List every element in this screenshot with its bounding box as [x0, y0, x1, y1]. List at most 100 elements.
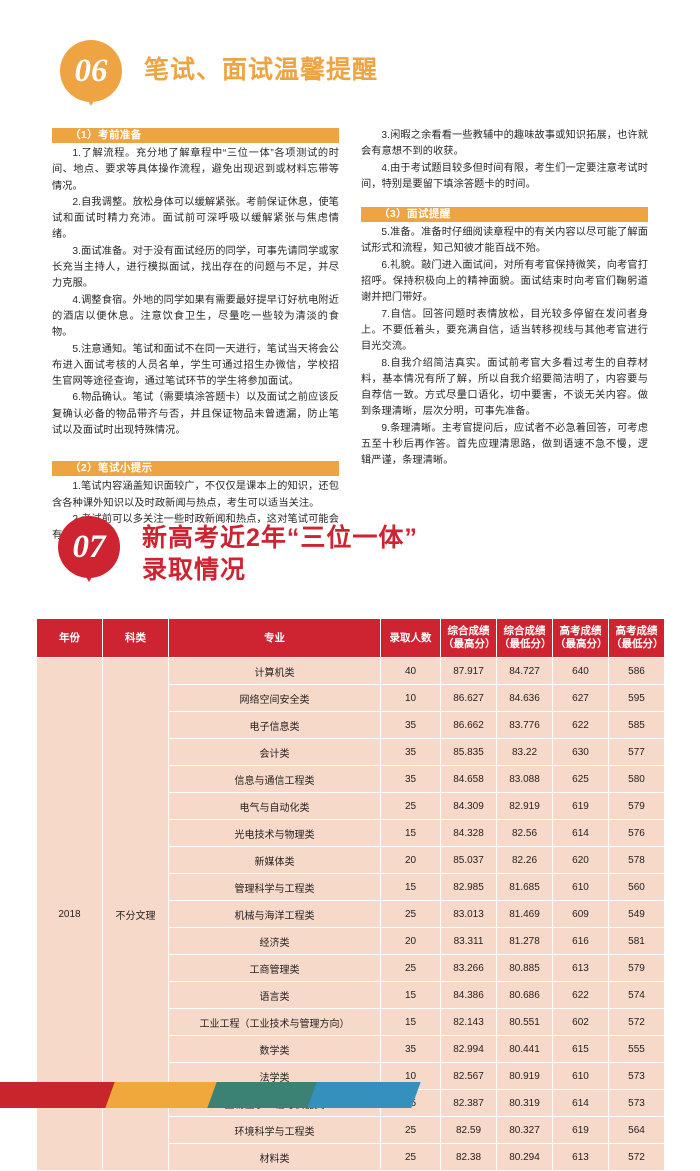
cell-composite-high: 82.143: [440, 1008, 497, 1036]
footer-stripe-red: [0, 1082, 117, 1108]
map-pin-badge-06: 06: [60, 40, 122, 106]
cell-admitted-count: 25: [380, 1116, 441, 1144]
cell-composite-high: 84.658: [440, 765, 497, 793]
cell-gaokao-low: 576: [608, 819, 665, 847]
cell-major: 环境科学与工程类: [168, 1116, 381, 1144]
table-row: 网络空间安全类 10 86.627 84.636 627 595: [37, 684, 665, 712]
cell-major: 电子信息类: [168, 711, 381, 739]
cell-admitted-count: 20: [380, 927, 441, 955]
cell-major: 管理科学与工程类: [168, 873, 381, 901]
cell-gaokao-high: 610: [552, 873, 609, 901]
cell-composite-high: 83.266: [440, 954, 497, 982]
cell-admitted-count: 35: [380, 1035, 441, 1063]
cell-composite-low: 84.727: [496, 657, 553, 685]
cell-admitted-count: 25: [380, 792, 441, 820]
cell-composite-low: 81.469: [496, 900, 553, 928]
cell-composite-low: 80.885: [496, 954, 553, 982]
table-row: 新媒体类 20 85.037 82.26 620 578: [37, 846, 665, 874]
cell-admitted-count: 35: [380, 711, 441, 739]
table-row: 2018 不分文理 计算机类 40 87.917 84.727 640 586: [36, 657, 665, 1171]
cell-composite-low: 80.686: [496, 981, 553, 1009]
cell-composite-high: 87.917: [440, 657, 497, 685]
paragraph: 3.面试准备。对于没有面试经历的同学，可事先请同学或家长充当主持人，进行模拟面试…: [52, 245, 339, 290]
cell-gaokao-low: 572: [608, 1143, 665, 1171]
spacer: [52, 439, 339, 461]
cell-admitted-count: 35: [380, 765, 441, 793]
cell-composite-low: 80.294: [496, 1143, 553, 1171]
cell-composite-high: 82.38: [440, 1143, 497, 1171]
table-row: 数学类 35 82.994 80.441 615 555: [37, 1035, 665, 1063]
section-07-header: 07 新高考近2年“三位一体” 录取情况: [58, 516, 418, 586]
cell-gaokao-high: 615: [552, 1035, 609, 1063]
table-row: 工业工程（工业技术与管理方向） 15 82.143 80.551 602 572: [37, 1008, 665, 1036]
table-column-header-2: 专业: [168, 618, 381, 658]
cell-composite-low: 83.22: [496, 738, 553, 766]
cell-gaokao-high: 616: [552, 927, 609, 955]
pin-circle-icon: [60, 40, 122, 102]
paragraph: 2.自我调整。放松身体可以缓解紧张。考前保证休息，使笔试和面试时精力充沛。面试前…: [52, 196, 339, 241]
cell-composite-high: 82.567: [440, 1062, 497, 1090]
cell-gaokao-low: 560: [608, 873, 665, 901]
cell-major: 材料类: [168, 1143, 381, 1171]
footer-stripe-teal: [207, 1082, 319, 1108]
footer-stripe-orange: [105, 1082, 219, 1108]
admission-table-wrapper: 年份 科类 专业 录取人数 综合成绩 （最高分） 综合成绩 （最低分） 高考成绩 （最高分） 高考成…: [36, 618, 665, 1171]
cell-composite-low: 82.56: [496, 819, 553, 847]
cell-composite-high: 85.037: [440, 846, 497, 874]
cell-admitted-count: 15: [380, 873, 441, 901]
cell-gaokao-low: 581: [608, 927, 665, 955]
cell-major: 工商管理类: [168, 954, 381, 982]
cell-gaokao-high: 620: [552, 846, 609, 874]
cell-composite-high: 85.835: [440, 738, 497, 766]
cell-admitted-count: 15: [380, 819, 441, 847]
cell-composite-low: 81.278: [496, 927, 553, 955]
cell-major: 工业工程（工业技术与管理方向）: [168, 1008, 381, 1036]
cell-composite-low: 80.551: [496, 1008, 553, 1036]
cell-admitted-count: 10: [380, 684, 441, 712]
cell-major: 电气与自动化类: [168, 792, 381, 820]
cell-gaokao-high: 622: [552, 981, 609, 1009]
cell-gaokao-high: 613: [552, 954, 609, 982]
subsection-label-1: （1）考前准备: [52, 128, 339, 143]
cell-composite-high: 84.309: [440, 792, 497, 820]
table-row: 电气与自动化类 25 84.309 82.919 619 579: [37, 792, 665, 820]
pin-circle-icon: [58, 516, 120, 578]
table-column-header-3: 录取人数: [380, 618, 441, 658]
cell-admitted-count: 25: [380, 900, 441, 928]
paragraph: 1.笔试内容涵盖知识面较广，不仅仅是课本上的知识，还包含各种课外知识以及时政新闻…: [52, 481, 339, 509]
map-pin-badge-07: 07: [58, 516, 120, 582]
cell-major: 信息与通信工程类: [168, 765, 381, 793]
footer-decorative-bar: [0, 1082, 700, 1108]
cell-composite-low: 80.327: [496, 1116, 553, 1144]
paragraph: 7.自信。回答问题时表情放松，目光较多停留在发问者身上。不要低着头，要充满自信，…: [361, 308, 648, 353]
cell-gaokao-high: 627: [552, 684, 609, 712]
cell-admitted-count: 15: [380, 1008, 441, 1036]
cell-gaokao-low: 572: [608, 1008, 665, 1036]
cell-gaokao-high: 622: [552, 711, 609, 739]
table-column-header-6: 高考成绩 （最高分）: [552, 618, 609, 658]
cell-composite-high: 82.994: [440, 1035, 497, 1063]
cell-composite-low: 80.441: [496, 1035, 553, 1063]
cell-major: 光电技术与物理类: [168, 819, 381, 847]
cell-major: 语言类: [168, 981, 381, 1009]
cell-admitted-count: 40: [380, 657, 441, 685]
section-number: 06: [74, 52, 108, 89]
table-row: 管理科学与工程类 15 82.985 81.685 610 560: [37, 873, 665, 901]
table-row: 机械与海洋工程类 25 83.013 81.469 609 549: [37, 900, 665, 928]
cell-gaokao-low: 579: [608, 954, 665, 982]
cell-gaokao-high: 619: [552, 1116, 609, 1144]
table-header-row: 年份 科类 专业 录取人数 综合成绩 （最高分） 综合成绩 （最低分） 高考成绩 （最高分） 高考成…: [36, 618, 665, 658]
cell-admitted-count: 20: [380, 846, 441, 874]
section-06-title: 笔试、面试温馨提醒: [144, 56, 379, 84]
paragraph: 6.物品确认。笔试（需要填涂答题卡）以及面试之前应该反复确认必备的物品带齐与否，…: [52, 392, 339, 437]
cell-composite-high: 83.311: [440, 927, 497, 955]
table-row: 语言类 15 84.386 80.686 622 574: [37, 981, 665, 1009]
section-07-title: 新高考近2年“三位一体” 录取情况: [142, 524, 418, 584]
table-column-header-7: 高考成绩 （最低分）: [608, 618, 665, 658]
table-column-header-5: 综合成绩 （最低分）: [496, 618, 553, 658]
cell-admitted-count: 15: [380, 981, 441, 1009]
cell-composite-high: 82.985: [440, 873, 497, 901]
cell-composite-low: 81.685: [496, 873, 553, 901]
cell-composite-high: 84.328: [440, 819, 497, 847]
cell-gaokao-low: 564: [608, 1116, 665, 1144]
